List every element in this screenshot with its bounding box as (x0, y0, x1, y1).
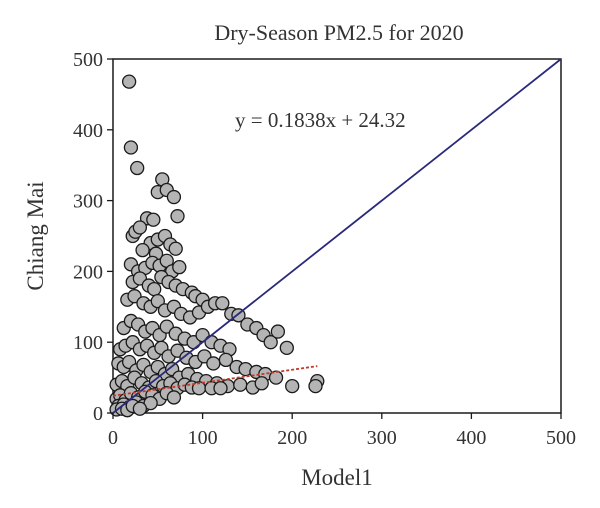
data-point (132, 220, 148, 235)
plot-frame (112, 58, 562, 414)
data-point (147, 281, 162, 297)
data-point (233, 377, 248, 392)
x-tick-label: 500 (546, 427, 576, 449)
x-tick-label: 300 (367, 427, 397, 449)
x-tick-label: 400 (456, 427, 486, 449)
x-tick-label: 200 (277, 427, 307, 449)
data-point (172, 260, 187, 275)
data-point (279, 340, 294, 356)
data-point (218, 352, 234, 368)
data-point (146, 212, 161, 227)
data-point (135, 243, 150, 258)
y-tick-label: 100 (73, 332, 103, 354)
data-point (170, 209, 185, 224)
data-point (268, 370, 284, 385)
x-axis-ticks: 0 100 200 300 400 500 (108, 413, 576, 449)
x-axis-label: Model1 (301, 465, 373, 490)
y-tick-label: 200 (73, 261, 103, 283)
data-point (270, 324, 286, 339)
regression-equation: y = 0.1838x + 24.32 (235, 108, 406, 132)
y-tick-label: 500 (73, 49, 103, 71)
chart-title: Dry-Season PM2.5 for 2020 (214, 20, 463, 45)
data-point (123, 140, 139, 155)
data-point (166, 189, 182, 205)
y-axis-label: Chiang Mai (23, 181, 48, 290)
regression-trend-line (112, 365, 318, 397)
y-tick-label: 300 (73, 191, 103, 213)
y-axis-ticks: 0 100 200 300 400 500 (73, 49, 113, 425)
data-point (166, 390, 182, 405)
x-tick-label: 0 (108, 427, 118, 449)
data-point (308, 378, 323, 394)
data-points (109, 74, 325, 418)
data-point (213, 381, 228, 396)
data-point (215, 296, 230, 311)
data-point (263, 335, 278, 350)
identity-line (112, 58, 562, 414)
y-tick-label: 400 (73, 120, 103, 142)
data-point (206, 356, 221, 371)
data-point (254, 376, 269, 391)
data-point (168, 241, 183, 256)
y-tick-label: 0 (93, 403, 103, 425)
data-point (132, 401, 148, 416)
data-point (130, 160, 145, 176)
data-point (121, 74, 137, 89)
data-point (285, 378, 300, 394)
x-tick-label: 100 (188, 427, 218, 449)
